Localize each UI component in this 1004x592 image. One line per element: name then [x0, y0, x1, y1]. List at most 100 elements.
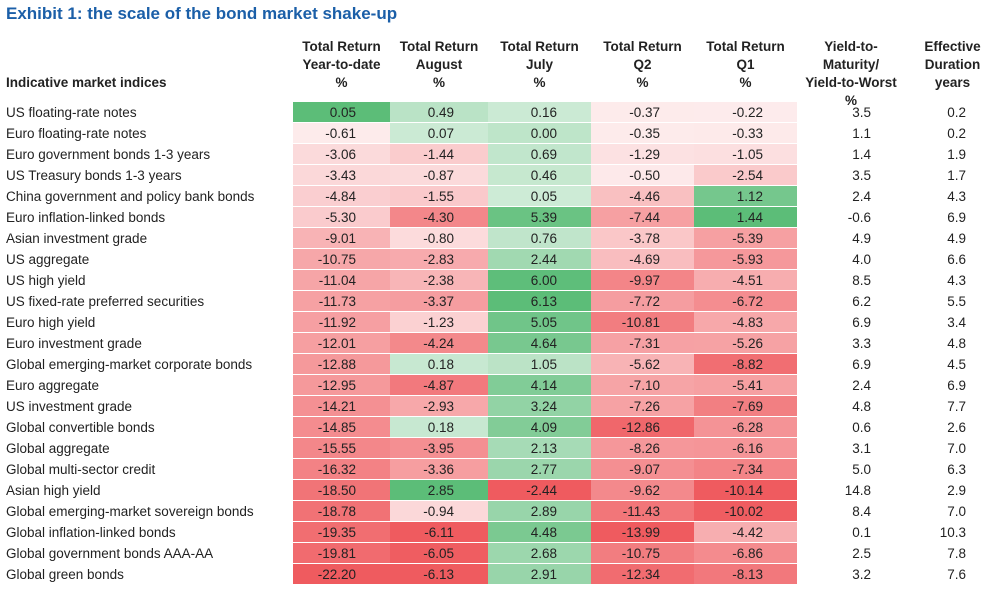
value-cell: 4.8 [947, 336, 966, 351]
value-cell: 1.4 [852, 147, 871, 162]
value-cell: 0.18 [390, 354, 488, 374]
header-line: August [415, 57, 463, 72]
value-cell: 7.7 [947, 399, 966, 414]
value-cell: 14.8 [844, 483, 871, 498]
value-cell: -10.75 [293, 249, 390, 269]
value-cell: 6.13 [488, 291, 591, 311]
row-label: Global emerging-market corporate bonds [6, 357, 253, 372]
value-cell: -8.13 [694, 564, 797, 584]
row-label: China government and policy bank bonds [6, 189, 255, 204]
header-line: Year-to-date [302, 57, 381, 72]
value-cell: -3.06 [293, 144, 390, 164]
value-cell: -1.55 [390, 186, 488, 206]
value-cell: 4.09 [488, 417, 591, 437]
value-cell: -4.83 [694, 312, 797, 332]
value-cell: -6.11 [390, 522, 488, 542]
value-cell: -0.35 [591, 123, 694, 143]
column-header: Total Return Q1% [694, 38, 797, 92]
value-cell: 6.2 [852, 294, 871, 309]
value-cell: 8.4 [852, 504, 871, 519]
header-line: July [525, 57, 553, 72]
value-cell: 1.05 [488, 354, 591, 374]
value-cell: -3.36 [390, 459, 488, 479]
value-cell: 1.12 [694, 186, 797, 206]
header-line: % [432, 75, 445, 90]
value-cell: -14.21 [293, 396, 390, 416]
table-row: Euro government bonds 1-3 years -3.06 -1.4… [0, 144, 1000, 165]
value-cell: -8.82 [694, 354, 797, 374]
value-cell: 0.49 [390, 102, 488, 122]
table-row: Global inflation-linked bonds -19.35 -6.11… [0, 522, 1000, 543]
table-row: Global emerging-market corporate bonds -1… [0, 354, 1000, 375]
value-cell: -4.69 [591, 249, 694, 269]
value-cell: 7.0 [947, 504, 966, 519]
value-cell: -0.37 [591, 102, 694, 122]
table-row: Asian investment grade -9.01 -0.80 0.76 -3.7… [0, 228, 1000, 249]
header-line: Q1 [736, 57, 755, 72]
value-cell: -19.35 [293, 522, 390, 542]
value-cell: 6.00 [488, 270, 591, 290]
value-cell: 2.89 [488, 501, 591, 521]
header-line: % [739, 75, 752, 90]
value-cell: -3.78 [591, 228, 694, 248]
value-cell: -13.99 [591, 522, 694, 542]
row-label: Euro aggregate [6, 378, 100, 393]
value-cell: 4.3 [947, 189, 966, 204]
value-cell: 0.05 [293, 102, 390, 122]
value-cell: 6.9 [947, 210, 966, 225]
value-cell: -7.31 [591, 333, 694, 353]
row-label: Euro high yield [6, 315, 96, 330]
header-line: Effective [924, 39, 981, 54]
value-cell: 2.4 [852, 189, 871, 204]
value-cell: 4.48 [488, 522, 591, 542]
header-line: Q2 [633, 57, 652, 72]
table-row: Global government bonds AAA-AA -19.81 -6.0… [0, 543, 1000, 564]
value-cell: 1.1 [852, 126, 871, 141]
value-cell: 1.9 [947, 147, 966, 162]
value-cell: -0.87 [390, 165, 488, 185]
row-label: US Treasury bonds 1-3 years [6, 168, 182, 183]
table-row: Asian high yield -18.50 2.85 -2.44 -9.62 -10.… [0, 480, 1000, 501]
value-cell: -11.73 [293, 291, 390, 311]
header-line: % [335, 75, 348, 90]
value-cell: -1.29 [591, 144, 694, 164]
value-cell: 2.44 [488, 249, 591, 269]
value-cell: -5.62 [591, 354, 694, 374]
value-cell: -4.87 [390, 375, 488, 395]
value-cell: -4.42 [694, 522, 797, 542]
value-cell: -6.72 [694, 291, 797, 311]
value-cell: -0.80 [390, 228, 488, 248]
header-line: Duration [924, 57, 981, 72]
value-cell: -6.05 [390, 543, 488, 563]
value-cell: -2.38 [390, 270, 488, 290]
row-label: Euro floating-rate notes [6, 126, 147, 141]
table-row: US floating-rate notes 0.05 0.49 0.16 -0.37-… [0, 102, 1000, 123]
value-cell: -7.34 [694, 459, 797, 479]
header-line: Yield-to-Maturity/ [822, 39, 880, 72]
header-line: Total Return [500, 39, 579, 54]
table-row: Global emerging-market sovereign bonds -1… [0, 501, 1000, 522]
table-row: US aggregate -10.75 -2.83 2.44 -4.69 -5.93 4.0… [0, 249, 1000, 270]
value-cell: -12.95 [293, 375, 390, 395]
value-cell: 0.2 [947, 126, 966, 141]
value-cell: 4.3 [947, 273, 966, 288]
value-cell: 2.91 [488, 564, 591, 584]
value-cell: -5.39 [694, 228, 797, 248]
value-cell: -7.26 [591, 396, 694, 416]
value-cell: 2.5 [852, 546, 871, 561]
value-cell: -0.22 [694, 102, 797, 122]
table-row: China government and policy bank bonds -4… [0, 186, 1000, 207]
column-header: Total Return July% [488, 38, 591, 92]
value-cell: -14.85 [293, 417, 390, 437]
value-cell: -4.46 [591, 186, 694, 206]
table-row: Euro inflation-linked bonds -5.30 -4.30 5.3… [0, 207, 1000, 228]
value-cell: -3.95 [390, 438, 488, 458]
value-cell: -6.86 [694, 543, 797, 563]
row-label: Global emerging-market sovereign bonds [6, 504, 254, 519]
row-label: Euro government bonds 1-3 years [6, 147, 211, 162]
value-cell: 2.4 [852, 378, 871, 393]
header-line: years [934, 75, 971, 90]
row-label: US high yield [6, 273, 86, 288]
value-cell: 3.2 [852, 567, 871, 582]
value-cell: -19.81 [293, 543, 390, 563]
